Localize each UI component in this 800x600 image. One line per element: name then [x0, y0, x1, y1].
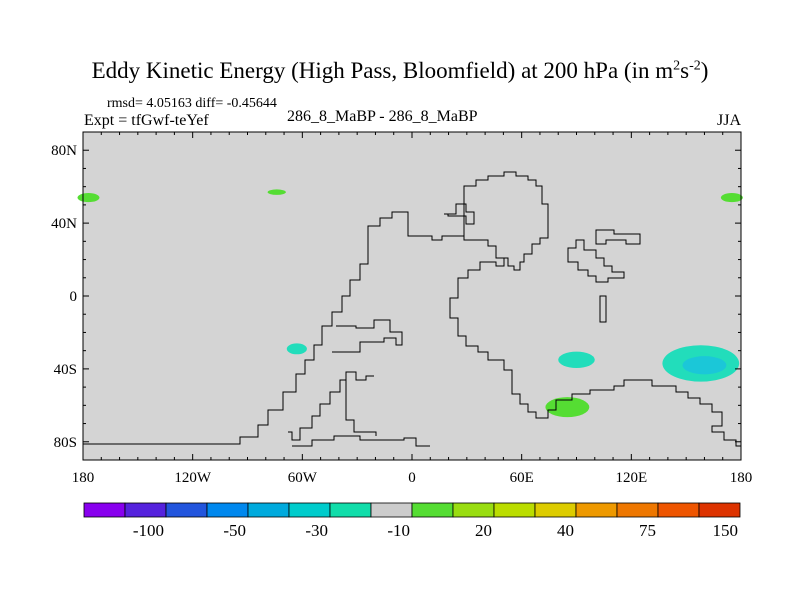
season-label: JJA	[717, 112, 742, 129]
colorbar-swatch	[206, 502, 249, 518]
colorbar-label: 20	[475, 521, 492, 540]
colorbar-label: -100	[133, 521, 164, 540]
coastline-island-small	[599, 295, 607, 323]
map-fill	[83, 132, 741, 460]
lon-tick-label: 180	[730, 470, 753, 486]
colorbar-swatch	[411, 502, 454, 518]
lat-tick-label: 40S	[54, 362, 77, 378]
comparison-label: 286_8_MaBP - 286_8_MaBP	[287, 108, 478, 125]
colorbar-swatch	[124, 502, 167, 518]
lon-tick-label: 120W	[174, 470, 212, 486]
map-title: Eddy Kinetic Energy (High Pass, Bloomfie…	[91, 58, 709, 83]
colorbar-label: -10	[387, 521, 410, 540]
coastline-island-north	[595, 229, 641, 245]
axis-ticks	[82, 131, 742, 461]
coastline-americas	[83, 211, 409, 445]
experiment-label: Expt = tfGwf-teYef	[84, 112, 209, 129]
colorbar-swatch	[83, 502, 126, 518]
colorbar-swatch	[288, 502, 331, 518]
lat-tick-label: 80S	[54, 435, 77, 451]
colorbar-swatch	[329, 502, 372, 518]
colorbar-swatch	[698, 502, 741, 518]
coastline-asia-east	[567, 239, 625, 283]
coastline-layer	[83, 171, 741, 447]
colorbar-label: 75	[639, 521, 656, 540]
coastline-south-america-tail	[288, 371, 374, 441]
stats-label: rmsd= 4.05163 diff= -0.45644	[107, 96, 277, 111]
coastline-asia-north	[463, 171, 549, 271]
colorbar-swatch	[657, 502, 700, 518]
colorbar-swatch	[616, 502, 659, 518]
coastline-antarctic-inner	[345, 380, 377, 436]
lon-tick-label: 180	[72, 470, 95, 486]
colorbar	[83, 502, 741, 518]
lon-tick-label: 120E	[615, 470, 647, 486]
colorbar-swatch	[534, 502, 577, 518]
colorbar-label: -50	[223, 521, 246, 540]
colorbar-label: 150	[713, 521, 739, 540]
lat-tick-label: 0	[70, 289, 78, 305]
anomaly-north-america	[267, 189, 286, 195]
lon-tick-label: 60W	[288, 470, 318, 486]
anomaly-south-indian	[558, 351, 595, 368]
anomaly-south-pacific-core	[682, 356, 727, 375]
lon-tick-label: 0	[408, 470, 416, 486]
colorbar-labels: -100 -50 -30 -10 20 40 75 150	[133, 521, 738, 540]
colorbar-swatch	[493, 502, 536, 518]
anomaly-layer	[77, 189, 743, 418]
map-background	[83, 132, 741, 460]
colorbar-label: -30	[305, 521, 328, 540]
anomaly-south-atlantic	[286, 343, 307, 355]
colorbar-swatch	[165, 502, 208, 518]
axis-tick-labels: 80N 40N 0 40S 80S 180 120W 60W 0 60E 120E 180	[51, 143, 752, 486]
anomaly-nw-pacific-west-edge	[77, 193, 100, 203]
lon-tick-label: 60E	[510, 470, 534, 486]
lat-tick-label: 40N	[51, 216, 77, 232]
colorbar-swatch	[452, 502, 495, 518]
colorbar-label: 40	[557, 521, 574, 540]
colorbar-swatch	[575, 502, 618, 518]
lat-tick-label: 80N	[51, 143, 77, 159]
coastline-antarctic-shelf	[292, 435, 430, 447]
coastline-north-sea-inlet	[444, 203, 475, 225]
colorbar-swatch	[247, 502, 290, 518]
anomaly-nw-pacific-east-edge	[720, 193, 743, 203]
colorbar-swatch	[370, 502, 413, 518]
coastline-south-america-east	[332, 319, 403, 353]
